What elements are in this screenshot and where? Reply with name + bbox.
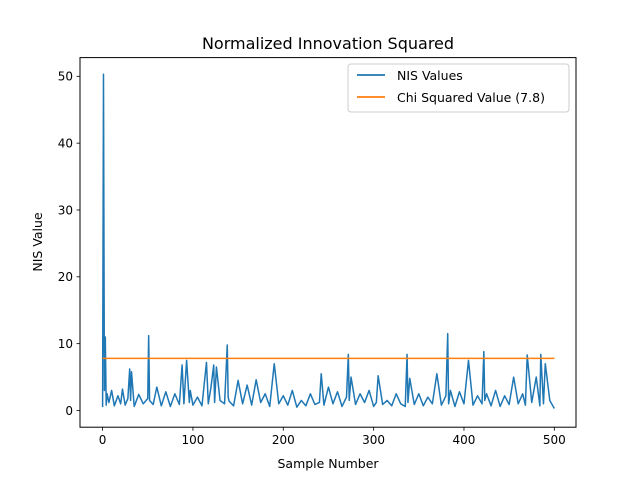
x-axis-label: Sample Number [277,456,379,471]
y-axis: 0 10 20 30 40 50 [58,70,80,418]
x-tick-label: 500 [543,433,566,447]
legend-label-chi: Chi Squared Value (7.8) [397,90,545,105]
y-tick-label: 0 [65,404,73,418]
axes-frame [79,57,577,428]
legend-label-nis: NIS Values [397,68,463,83]
chart-title: Normalized Innovation Squared [202,34,454,53]
plot-area [101,73,555,409]
x-axis: 0 100 200 300 400 500 [99,427,566,447]
y-tick-label: 20 [58,270,73,284]
y-tick-label: 30 [58,203,73,217]
y-tick-label: 40 [58,136,73,150]
x-tick-label: 0 [99,433,107,447]
legend-box [347,63,570,113]
legend: NIS Values Chi Squared Value (7.8) [347,63,570,113]
x-tick-label: 300 [362,433,385,447]
x-tick-label: 400 [453,433,476,447]
series-line-0 [101,73,555,409]
y-axis-label: NIS Value [30,212,45,272]
x-tick-label: 100 [181,433,204,447]
y-tick-label: 10 [58,337,73,351]
y-tick-label: 50 [58,70,73,84]
x-tick-label: 200 [272,433,295,447]
